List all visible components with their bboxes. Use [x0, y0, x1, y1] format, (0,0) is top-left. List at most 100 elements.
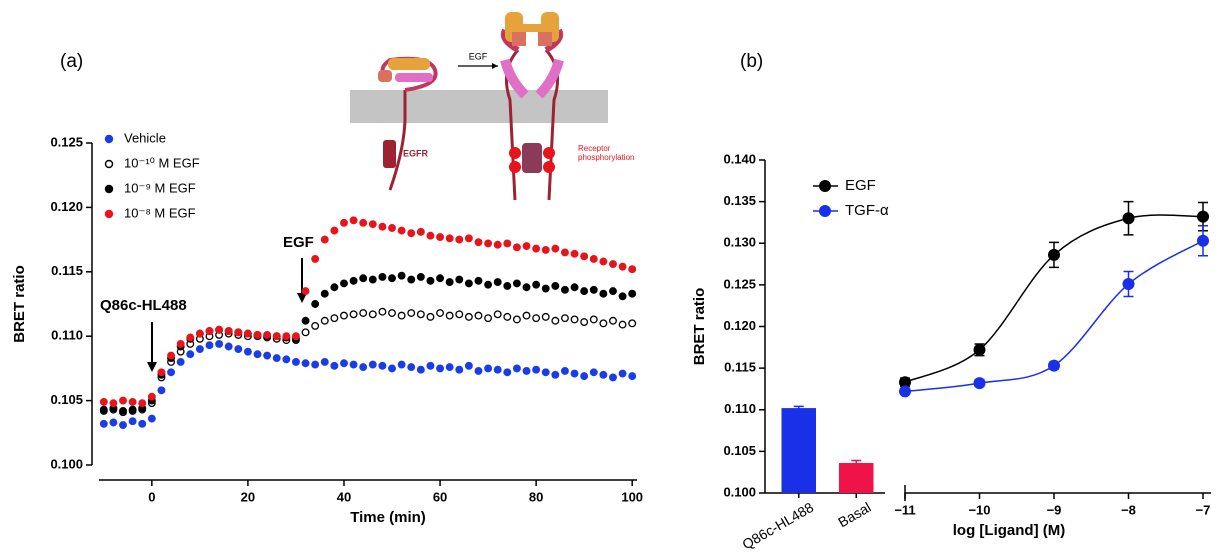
y-axis-label: BRET ratio: [11, 265, 28, 343]
data-point: [359, 309, 368, 317]
data-point: [320, 358, 329, 366]
data-point: [99, 405, 108, 414]
data-point: [397, 226, 406, 235]
data-point: [609, 316, 617, 325]
data-point: [138, 419, 147, 428]
legend-marker: [104, 134, 114, 144]
data-point: [560, 314, 569, 323]
data-point: [512, 243, 521, 252]
data-point: [484, 239, 493, 248]
data-point: [484, 280, 493, 289]
data-point: [455, 275, 464, 284]
data-point: [599, 370, 608, 379]
x-tick-label: 0: [148, 489, 155, 504]
data-point: [493, 365, 502, 374]
data-point: [484, 314, 493, 323]
data-point: [464, 234, 473, 243]
data-point: [532, 280, 541, 289]
data-point: [503, 282, 512, 290]
x-tick-label: −11: [894, 502, 915, 517]
y-tick-label: 0.125: [50, 134, 83, 149]
data-point: [215, 339, 224, 348]
y-tick-label: 0.115: [51, 263, 83, 278]
data-point: [1048, 248, 1060, 261]
data-point: [205, 341, 214, 350]
data-point: [560, 367, 569, 375]
data-point: [243, 329, 252, 338]
data-point: [359, 274, 368, 283]
data-point: [522, 242, 531, 250]
data-point: [397, 360, 406, 369]
data-point: [407, 309, 416, 317]
data-point: [263, 351, 272, 360]
data-point: [512, 364, 521, 373]
arrow-label: EGF: [469, 51, 488, 61]
data-point: [340, 279, 348, 288]
data-point: [272, 332, 281, 341]
y-tick-label: 0.140: [723, 151, 756, 166]
x-tick-label: −10: [968, 502, 990, 517]
annotation: EGF: [283, 234, 314, 251]
data-point: [407, 229, 416, 238]
data-point: [330, 314, 339, 323]
data-point: [291, 332, 300, 341]
data-point: [609, 373, 617, 382]
data-point: [378, 222, 387, 231]
y-tick-label: 0.105: [50, 392, 83, 407]
data-point: [541, 312, 550, 321]
data-point: [291, 358, 300, 366]
arrowhead: [147, 362, 157, 372]
data-point: [407, 275, 416, 284]
data-point: [378, 361, 387, 370]
data-point: [359, 218, 368, 227]
x-tick-label: −8: [1121, 502, 1136, 517]
data-point: [368, 360, 377, 369]
fit-curve: [904, 214, 1204, 383]
data-point: [301, 328, 310, 337]
data-point: [628, 289, 637, 298]
data-point: [388, 364, 396, 373]
data-point: [301, 287, 310, 296]
data-point: [388, 274, 396, 283]
data-point: [445, 234, 454, 243]
data-point: [570, 249, 579, 258]
data-point: [522, 311, 531, 320]
data-point: [253, 350, 262, 359]
kinase: [383, 140, 396, 168]
data-point: [311, 321, 320, 330]
data-point: [176, 339, 185, 348]
data-point: [560, 285, 569, 294]
data-point: [899, 376, 911, 389]
data-point: [532, 244, 541, 253]
data-point: [301, 316, 310, 325]
x-tick-label: 40: [337, 489, 351, 504]
data-point: [474, 276, 483, 285]
x-tick-label: 100: [621, 489, 643, 504]
data-point: [215, 325, 224, 334]
legend-label: EGF: [845, 177, 876, 194]
data-point: [243, 347, 252, 356]
arrowhead: [492, 63, 498, 69]
data-point: [416, 273, 425, 281]
data-point: [167, 351, 176, 360]
data-point: [426, 231, 435, 240]
legend-label: 10⁻¹⁰ M EGF: [124, 155, 200, 170]
data-point: [109, 399, 118, 408]
data-point: [320, 316, 329, 325]
data-point: [522, 283, 531, 292]
data-point: [186, 350, 195, 359]
data-point: [436, 233, 445, 241]
data-point: [368, 275, 377, 284]
receptor-stem: [388, 90, 407, 191]
data-point: [311, 300, 320, 308]
data-point: [349, 216, 358, 225]
data-point: [234, 328, 243, 337]
data-point: [186, 333, 195, 342]
data-point: [368, 310, 377, 319]
data-point: [1048, 359, 1060, 372]
data-point: [1122, 212, 1135, 225]
y-tick-label: 0.125: [723, 276, 756, 291]
data-point: [474, 367, 483, 375]
x-tick-label: Basal: [835, 499, 873, 530]
data-point: [253, 330, 262, 339]
